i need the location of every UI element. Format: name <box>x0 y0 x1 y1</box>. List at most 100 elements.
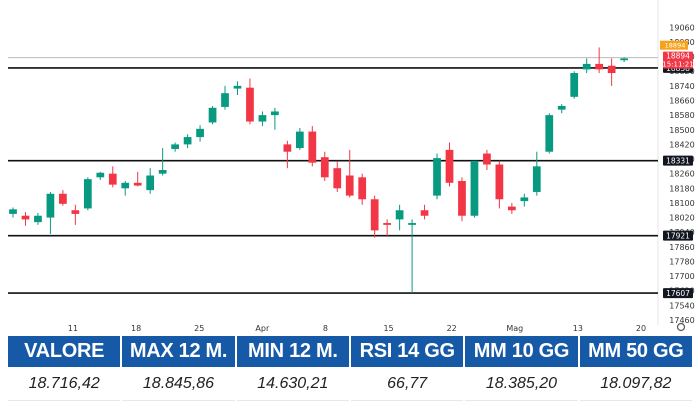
candle-body <box>582 63 591 70</box>
candle-body <box>133 182 142 186</box>
stat-value: 18.385,20 <box>465 367 578 401</box>
candle-body <box>96 172 105 178</box>
candle-body <box>345 175 354 196</box>
stat-min-12m: MIN 12 M. 14.630,21 <box>236 336 349 401</box>
candle-body <box>83 179 92 209</box>
candle-body <box>108 173 117 185</box>
x-tick-label: Apr <box>255 324 270 333</box>
candle-body <box>146 175 155 191</box>
stat-header: VALORE <box>8 336 121 367</box>
candlestick-chart: 1746017540176201770017780178601794018020… <box>8 0 695 333</box>
candle-body <box>333 168 342 189</box>
stat-valore: VALORE 18.716,42 <box>8 336 121 401</box>
candle-body <box>308 131 317 163</box>
candle-body <box>59 193 67 204</box>
candle-body <box>208 107 217 123</box>
candle-body <box>408 223 416 225</box>
y-tick-label: 17780 <box>669 257 694 266</box>
x-tick-label: 8 <box>323 324 328 333</box>
y-tick-label: 17860 <box>669 243 694 252</box>
candle-body <box>320 157 329 178</box>
stat-value: 14.630,21 <box>236 367 349 401</box>
stat-header: MIN 12 M. <box>236 336 349 367</box>
y-tick-label: 18420 <box>669 140 694 149</box>
y-tick-label: 18020 <box>669 214 694 223</box>
level-badge <box>663 155 693 166</box>
y-tick-label: 18500 <box>669 126 694 135</box>
candle-body <box>271 111 279 116</box>
y-tick-label: 18740 <box>669 82 694 91</box>
stat-max-12m: MAX 12 M. 18.845,86 <box>122 336 235 401</box>
candle-body <box>420 210 429 216</box>
candle-body <box>370 199 379 231</box>
candle-body <box>183 137 192 145</box>
x-tick-label: Mag <box>506 324 523 333</box>
level-badge-label: 18331 <box>666 157 690 166</box>
countdown-label: 15:11:21 <box>662 61 693 69</box>
y-tick-label: 18260 <box>669 170 694 179</box>
candle-body <box>246 87 254 122</box>
x-tick-label: 13 <box>573 324 583 333</box>
candle-body <box>557 105 566 110</box>
partial-price-badge <box>660 40 688 50</box>
candle-body <box>495 164 504 200</box>
candle-body <box>221 93 229 107</box>
stat-header: MM 10 GG <box>465 336 578 367</box>
candle-body <box>295 131 304 149</box>
stat-mm-50: MM 50 GG 18.097,82 <box>579 336 692 401</box>
candle-body <box>283 144 292 152</box>
candle-body <box>21 215 30 220</box>
candle-body <box>71 210 80 214</box>
stat-value: 66,77 <box>351 367 464 401</box>
candle-body <box>358 177 367 200</box>
candle-body <box>483 153 491 165</box>
candle-body <box>520 197 529 202</box>
candle-body <box>121 182 130 189</box>
stat-value: 18.845,86 <box>122 367 235 401</box>
candle-body <box>171 144 179 149</box>
candle-body <box>158 170 167 174</box>
partial-price-label: 18894 <box>665 42 686 50</box>
settings-gear-icon <box>676 322 686 332</box>
candle-body <box>620 58 628 61</box>
y-tick-label: 17540 <box>669 301 694 310</box>
stat-mm-10: MM 10 GG 18.385,20 <box>465 336 578 401</box>
y-tick-label: 17460 <box>669 316 694 325</box>
candle-body <box>570 73 579 97</box>
candle-body <box>458 180 466 216</box>
candle-body <box>532 166 541 192</box>
candle-body <box>607 65 616 74</box>
stat-value: 18.097,82 <box>579 367 692 401</box>
stat-header: MM 50 GG <box>579 336 692 367</box>
level-badge <box>663 288 693 299</box>
level-badge-label: 17607 <box>666 289 690 298</box>
candle-body <box>545 115 554 152</box>
stat-header: MAX 12 M. <box>122 336 235 367</box>
level-badge-label: 17921 <box>666 232 690 241</box>
last-price-label: 18894 <box>666 52 690 61</box>
x-tick-label: 22 <box>447 324 457 333</box>
candle-body <box>383 223 392 225</box>
x-tick-label: 11 <box>68 324 78 333</box>
y-tick-label: 18580 <box>669 111 694 120</box>
stat-value: 18.716,42 <box>8 367 121 401</box>
stat-rsi-14: RSI 14 GG 66,77 <box>351 336 464 401</box>
x-tick-label: 20 <box>636 324 646 333</box>
last-price-badge <box>663 51 693 69</box>
candle-body <box>470 160 479 216</box>
stats-table: VALORE 18.716,42 MAX 12 M. 18.845,86 MIN… <box>8 336 692 401</box>
x-tick-label: 18 <box>131 324 141 333</box>
candle-body <box>233 85 242 89</box>
y-tick-label: 17700 <box>669 272 694 281</box>
candle-body <box>46 193 55 218</box>
candle-body <box>445 149 454 183</box>
candle-body <box>196 128 204 138</box>
y-tick-label: 18180 <box>669 184 694 193</box>
candle-body <box>595 63 604 70</box>
y-tick-label: 19060 <box>669 23 694 32</box>
stat-header: RSI 14 GG <box>351 336 464 367</box>
x-tick-label: 25 <box>194 324 204 333</box>
candle-body <box>258 115 267 122</box>
candle-body <box>34 215 42 223</box>
y-tick-label: 18660 <box>669 96 694 105</box>
